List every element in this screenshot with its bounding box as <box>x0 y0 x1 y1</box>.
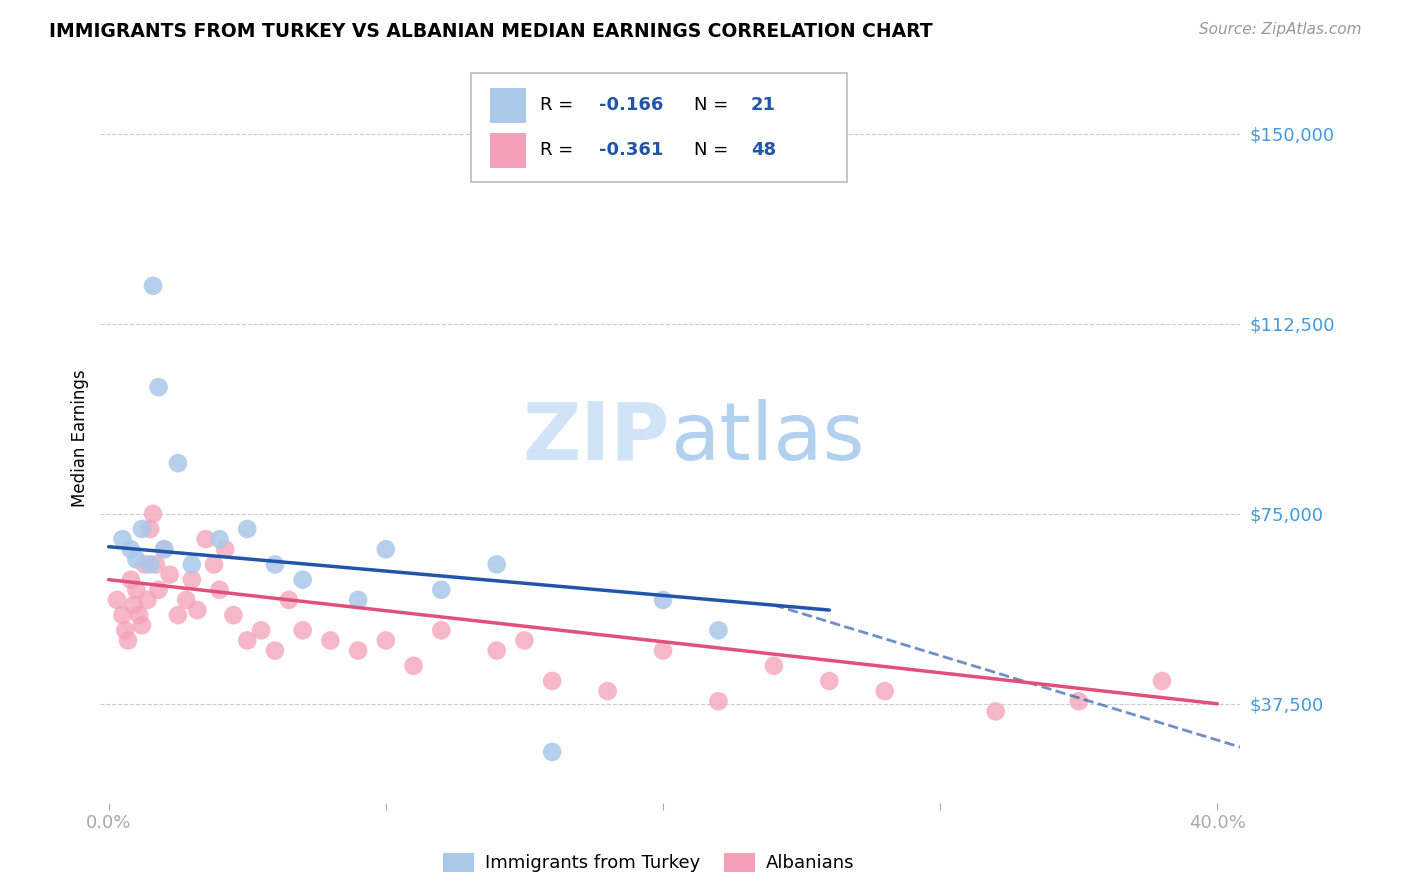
Text: R =: R = <box>540 96 579 114</box>
Point <box>148 380 170 394</box>
Point <box>236 522 259 536</box>
Point <box>139 522 162 536</box>
Point <box>186 603 208 617</box>
Point <box>707 624 730 638</box>
Point <box>319 633 342 648</box>
Point <box>374 542 396 557</box>
Point <box>1150 673 1173 688</box>
Point <box>541 745 564 759</box>
Point <box>264 643 287 657</box>
Text: ZIP: ZIP <box>523 399 669 477</box>
Point <box>208 532 231 546</box>
Point <box>873 684 896 698</box>
Point <box>430 582 453 597</box>
Bar <box>489 133 526 168</box>
Point <box>652 643 675 657</box>
Text: 48: 48 <box>751 141 776 160</box>
Point <box>596 684 619 698</box>
Point <box>134 558 156 572</box>
Point <box>347 593 370 607</box>
Point <box>762 658 785 673</box>
Point <box>125 552 148 566</box>
Point <box>541 673 564 688</box>
Point <box>222 608 245 623</box>
Point <box>180 573 202 587</box>
Text: atlas: atlas <box>669 399 865 477</box>
Point <box>347 643 370 657</box>
Point <box>114 624 136 638</box>
Point <box>291 573 314 587</box>
Point <box>153 542 176 557</box>
Text: R =: R = <box>540 141 579 160</box>
Point <box>148 582 170 597</box>
Point <box>111 608 134 623</box>
Point <box>202 558 225 572</box>
Point <box>120 573 142 587</box>
Point <box>105 593 128 607</box>
Point <box>128 608 150 623</box>
Point <box>402 658 425 673</box>
Text: -0.166: -0.166 <box>599 96 664 114</box>
Text: 21: 21 <box>751 96 776 114</box>
Point <box>174 593 197 607</box>
Text: -0.361: -0.361 <box>599 141 664 160</box>
Point <box>117 633 139 648</box>
Point <box>153 542 176 557</box>
Y-axis label: Median Earnings: Median Earnings <box>72 369 89 507</box>
Point <box>277 593 299 607</box>
Point <box>513 633 536 648</box>
Point <box>167 608 190 623</box>
Point <box>818 673 841 688</box>
Point <box>131 618 153 632</box>
Point <box>142 278 165 293</box>
Text: N =: N = <box>695 96 734 114</box>
Point <box>180 558 202 572</box>
Text: Albanians: Albanians <box>766 854 855 871</box>
Point <box>208 582 231 597</box>
Point <box>984 705 1007 719</box>
Point <box>136 593 159 607</box>
Point <box>485 643 508 657</box>
FancyBboxPatch shape <box>471 73 846 183</box>
Point <box>145 558 167 572</box>
Point <box>159 567 181 582</box>
Text: IMMIGRANTS FROM TURKEY VS ALBANIAN MEDIAN EARNINGS CORRELATION CHART: IMMIGRANTS FROM TURKEY VS ALBANIAN MEDIA… <box>49 22 932 41</box>
Point <box>167 456 190 470</box>
Point <box>374 633 396 648</box>
Point <box>194 532 217 546</box>
Point <box>142 507 165 521</box>
Point <box>652 593 675 607</box>
Point <box>485 558 508 572</box>
Point <box>139 558 162 572</box>
Text: N =: N = <box>695 141 734 160</box>
Point <box>291 624 314 638</box>
Bar <box>489 87 526 122</box>
Point <box>125 582 148 597</box>
Point <box>214 542 236 557</box>
Point <box>1067 694 1090 708</box>
Text: Source: ZipAtlas.com: Source: ZipAtlas.com <box>1198 22 1361 37</box>
Point <box>122 598 145 612</box>
Point <box>707 694 730 708</box>
Point <box>236 633 259 648</box>
Point <box>131 522 153 536</box>
Point <box>430 624 453 638</box>
Text: Immigrants from Turkey: Immigrants from Turkey <box>485 854 700 871</box>
Point <box>264 558 287 572</box>
Point <box>250 624 273 638</box>
Point <box>111 532 134 546</box>
Point <box>120 542 142 557</box>
